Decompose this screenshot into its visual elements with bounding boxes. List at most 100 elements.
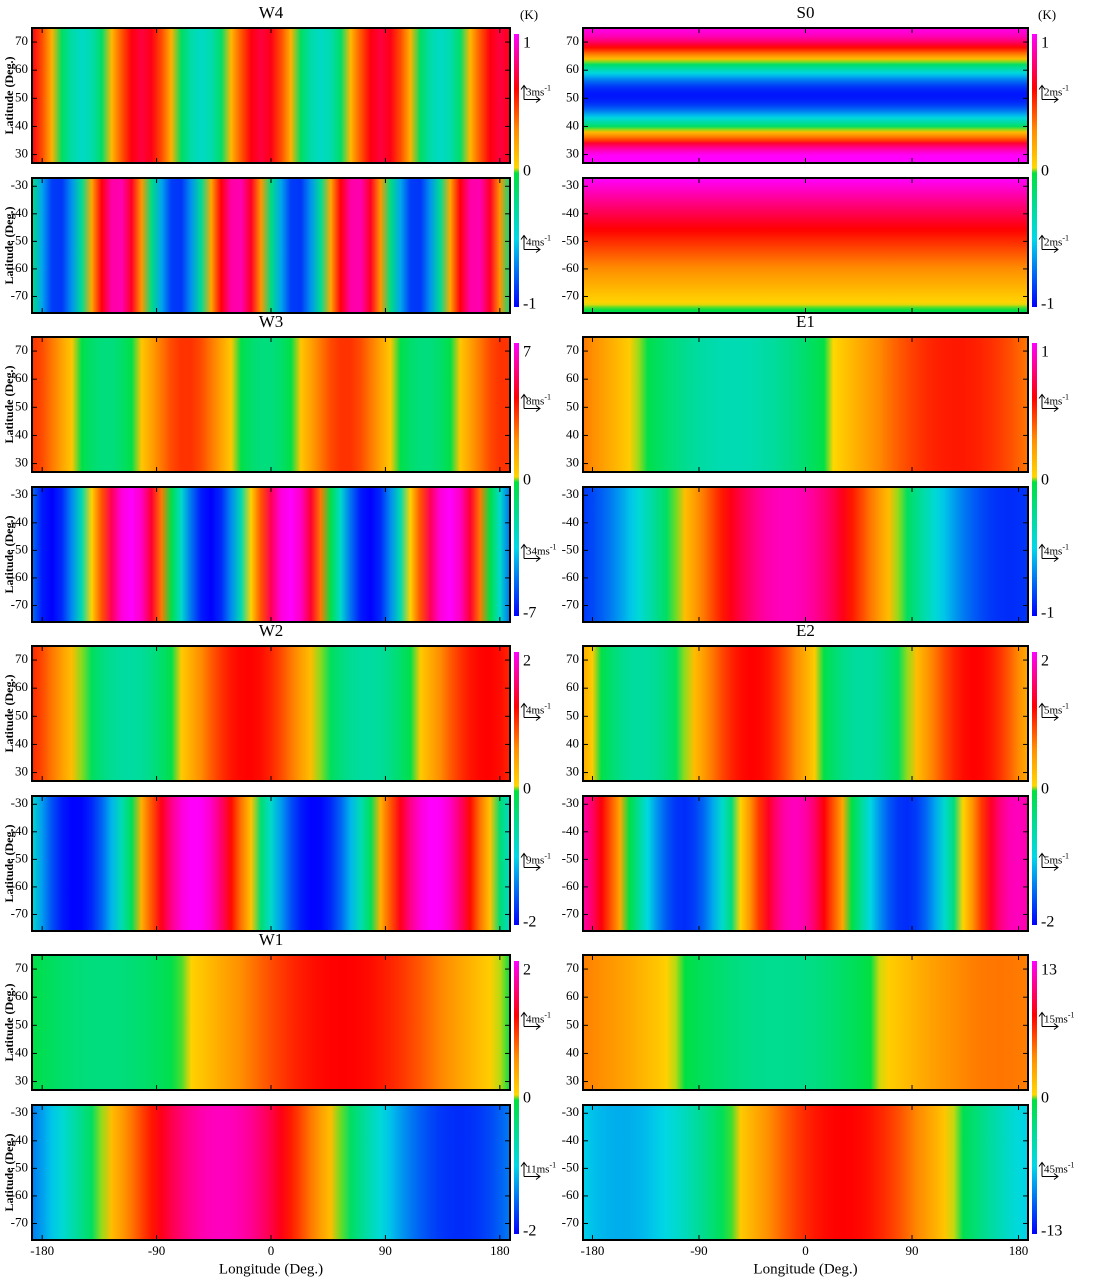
y-tick-label: 50 — [566, 707, 579, 722]
colorbar-mid: 0 — [523, 472, 531, 489]
ref-label: 34ms-1 — [526, 542, 557, 557]
ref-label: 2ms-1 — [1044, 233, 1069, 248]
x-tick-label: 0 — [802, 1243, 809, 1258]
y-tick-label: -60 — [562, 569, 579, 584]
y-tick-label: -70 — [562, 1214, 579, 1229]
field — [583, 487, 1028, 622]
y-tick-label: -70 — [562, 287, 579, 302]
colorbar-mid: 0 — [523, 1090, 531, 1107]
y-tick-label: 70 — [566, 33, 579, 48]
y-axis-title: Latitude (Deg.) — [2, 675, 16, 753]
colorbar-max: 7 — [523, 344, 531, 361]
ref-value: 4ms — [526, 1013, 544, 1025]
colorbar-max: 1 — [1041, 35, 1049, 52]
y-tick-label: 40 — [15, 735, 28, 750]
y-tick-label: 70 — [566, 342, 579, 357]
colorbar — [1032, 961, 1037, 1234]
y-tick-label: 60 — [566, 370, 579, 385]
y-tick-label: -50 — [562, 541, 579, 556]
y-tick-label: -70 — [11, 287, 28, 302]
colorbar-max: 13 — [1041, 962, 1057, 979]
ref-exponent: -1 — [550, 542, 557, 551]
y-tick-label: -70 — [11, 905, 28, 920]
y-tick-label: -40 — [562, 823, 579, 838]
x-axis-title: Longitude (Deg.) — [753, 1261, 857, 1277]
y-tick-label: -30 — [562, 486, 579, 501]
y-axis-title: Latitude (Deg.) — [2, 57, 16, 135]
x-tick-label: 180 — [1009, 1243, 1029, 1258]
panel-title: W1 — [259, 930, 284, 949]
field — [583, 178, 1028, 313]
y-tick-label: -30 — [11, 486, 28, 501]
y-axis-title: Latitude (Deg.) — [2, 984, 16, 1062]
ref-exponent: -1 — [544, 851, 551, 860]
y-tick-label: -40 — [562, 205, 579, 220]
ref-value: 5ms — [1044, 854, 1062, 866]
field — [32, 337, 510, 472]
x-tick-label: 90 — [379, 1243, 392, 1258]
ref-value: 45ms — [1044, 1163, 1068, 1175]
y-tick-label: -50 — [562, 232, 579, 247]
field — [32, 178, 510, 313]
y-tick-label: 70 — [15, 651, 28, 666]
y-tick-label: -70 — [562, 905, 579, 920]
y-tick-label: -50 — [562, 850, 579, 865]
ref-exponent: -1 — [1062, 701, 1069, 710]
y-tick-label: -40 — [562, 1132, 579, 1147]
field — [32, 487, 510, 622]
x-tick-label: -180 — [30, 1243, 54, 1258]
ref-value: 4ms — [526, 704, 544, 716]
x-tick-label: 0 — [268, 1243, 275, 1258]
field — [32, 955, 510, 1090]
ref-value: 2ms — [1044, 236, 1062, 248]
y-tick-label: -70 — [562, 596, 579, 611]
ref-label: 4ms-1 — [526, 1010, 551, 1025]
y-tick-label: 60 — [15, 679, 28, 694]
y-tick-label: 30 — [15, 1073, 28, 1088]
ref-label: 11ms-1 — [526, 1160, 556, 1175]
figure: W47060504030Latitude (Deg.)3ms-1-30-40-5… — [0, 0, 1099, 1281]
ref-exponent: -1 — [549, 1160, 556, 1169]
ref-exponent: -1 — [544, 233, 551, 242]
y-axis-title: Latitude (Deg.) — [2, 207, 16, 285]
colorbar-min: -13 — [1041, 1223, 1062, 1240]
colorbar — [514, 652, 519, 925]
colorbar-min: -2 — [523, 1223, 536, 1240]
y-tick-label: 30 — [566, 146, 579, 161]
y-tick-label: 50 — [15, 398, 28, 413]
ref-value: 4ms — [1044, 395, 1062, 407]
y-tick-label: -50 — [562, 1159, 579, 1174]
y-axis-title: Latitude (Deg.) — [2, 366, 16, 444]
y-tick-label: -70 — [11, 1214, 28, 1229]
ref-label: 2ms-1 — [1044, 83, 1069, 98]
ref-exponent: -1 — [1062, 83, 1069, 92]
x-tick-label: -90 — [690, 1243, 707, 1258]
colorbar — [1032, 34, 1037, 307]
y-tick-label: 50 — [15, 89, 28, 104]
colorbar-min: -2 — [523, 914, 536, 931]
panel-title: E2 — [796, 621, 815, 640]
ref-label: 4ms-1 — [526, 701, 551, 716]
field — [583, 28, 1028, 163]
ref-label: 8ms-1 — [526, 392, 551, 407]
y-tick-label: -60 — [562, 1187, 579, 1202]
ref-exponent: -1 — [544, 1010, 551, 1019]
colorbar-min: -2 — [1041, 914, 1054, 931]
ref-label: 5ms-1 — [1044, 851, 1069, 866]
y-tick-label: 70 — [15, 33, 28, 48]
colorbar-mid: 0 — [1041, 781, 1049, 798]
field — [32, 646, 510, 781]
y-tick-label: 40 — [15, 1044, 28, 1059]
y-tick-label: 30 — [15, 146, 28, 161]
y-tick-label: 50 — [15, 707, 28, 722]
ref-label: 4ms-1 — [1044, 542, 1069, 557]
ref-value: 5ms — [1044, 704, 1062, 716]
colorbar-max: 2 — [523, 962, 531, 979]
panel-title: S0 — [797, 3, 815, 22]
field — [583, 955, 1028, 1090]
ref-value: 3ms — [526, 86, 544, 98]
y-tick-label: -30 — [562, 177, 579, 192]
y-axis-title: Latitude (Deg.) — [2, 1134, 16, 1212]
ref-label: 9ms-1 — [526, 851, 551, 866]
y-tick-label: 60 — [566, 61, 579, 76]
